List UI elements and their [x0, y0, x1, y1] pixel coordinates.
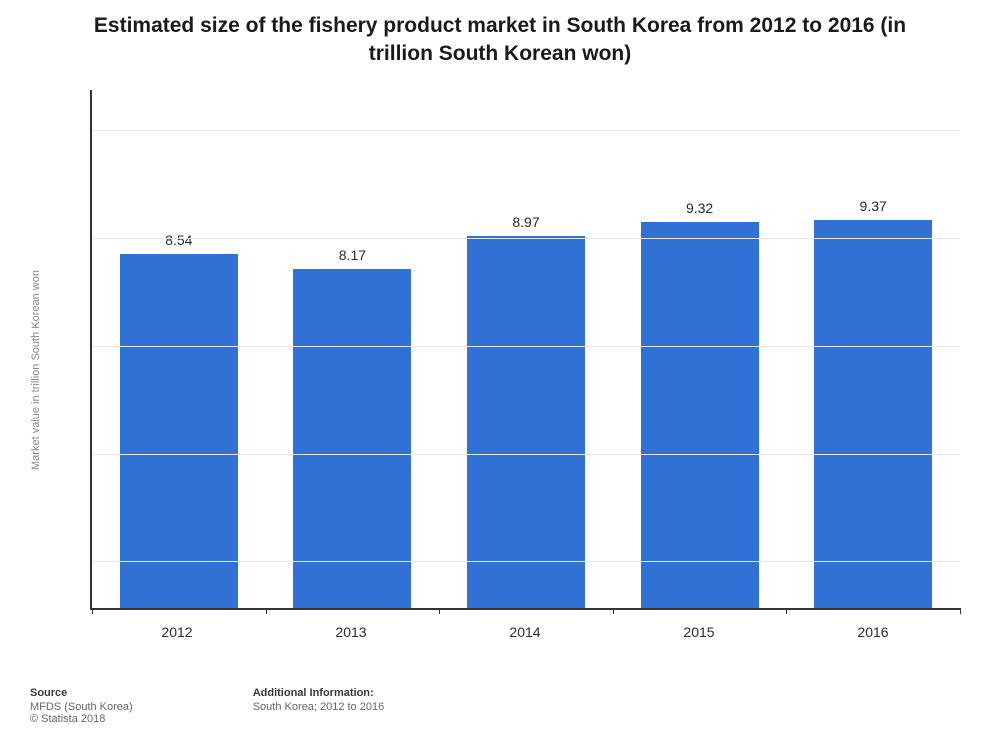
bar-slot: 8.17 — [266, 90, 440, 608]
x-axis-label: 2016 — [786, 614, 960, 650]
grid-line — [92, 454, 960, 455]
x-axis-label: 2014 — [438, 614, 612, 650]
x-axis-labels: 20122013201420152016 — [90, 614, 960, 650]
chart-area: Market value in trillion South Korean wo… — [60, 90, 960, 650]
chart-footer: Source MFDS (South Korea) © Statista 201… — [30, 687, 504, 725]
source-line-2: © Statista 2018 — [30, 713, 133, 725]
info-block: Additional Information: South Korea; 201… — [253, 687, 385, 725]
grid-line — [92, 130, 960, 131]
bar-slot: 9.32 — [613, 90, 787, 608]
x-tick — [960, 608, 961, 614]
bar — [641, 222, 759, 608]
x-axis-label: 2013 — [264, 614, 438, 650]
bar — [293, 269, 411, 608]
plot-area: 8.54 8.17 8.97 9.32 9.37 — [90, 90, 960, 610]
grid-line — [92, 561, 960, 562]
grid-line — [92, 238, 960, 239]
bar — [467, 236, 585, 608]
y-axis-label: Market value in trillion South Korean wo… — [30, 270, 42, 470]
x-axis-label: 2012 — [90, 614, 264, 650]
source-block: Source MFDS (South Korea) © Statista 201… — [30, 687, 133, 725]
bars-container: 8.54 8.17 8.97 9.32 9.37 — [92, 90, 960, 608]
bar-value-label: 8.97 — [512, 214, 539, 230]
bar-value-label: 8.17 — [339, 247, 366, 263]
bar — [814, 220, 932, 608]
bar-slot: 9.37 — [786, 90, 960, 608]
info-heading: Additional Information: — [253, 687, 385, 699]
bar-slot: 8.97 — [439, 90, 613, 608]
bar-slot: 8.54 — [92, 90, 266, 608]
info-line: South Korea; 2012 to 2016 — [253, 701, 385, 713]
chart-title: Estimated size of the fishery product ma… — [0, 0, 1000, 69]
x-axis-label: 2015 — [612, 614, 786, 650]
source-line-1: MFDS (South Korea) — [30, 701, 133, 713]
bar-value-label: 9.32 — [686, 200, 713, 216]
source-heading: Source — [30, 687, 133, 699]
bar-value-label: 8.54 — [165, 232, 192, 248]
bar — [120, 254, 238, 608]
grid-line — [92, 346, 960, 347]
bar-value-label: 9.37 — [860, 198, 887, 214]
